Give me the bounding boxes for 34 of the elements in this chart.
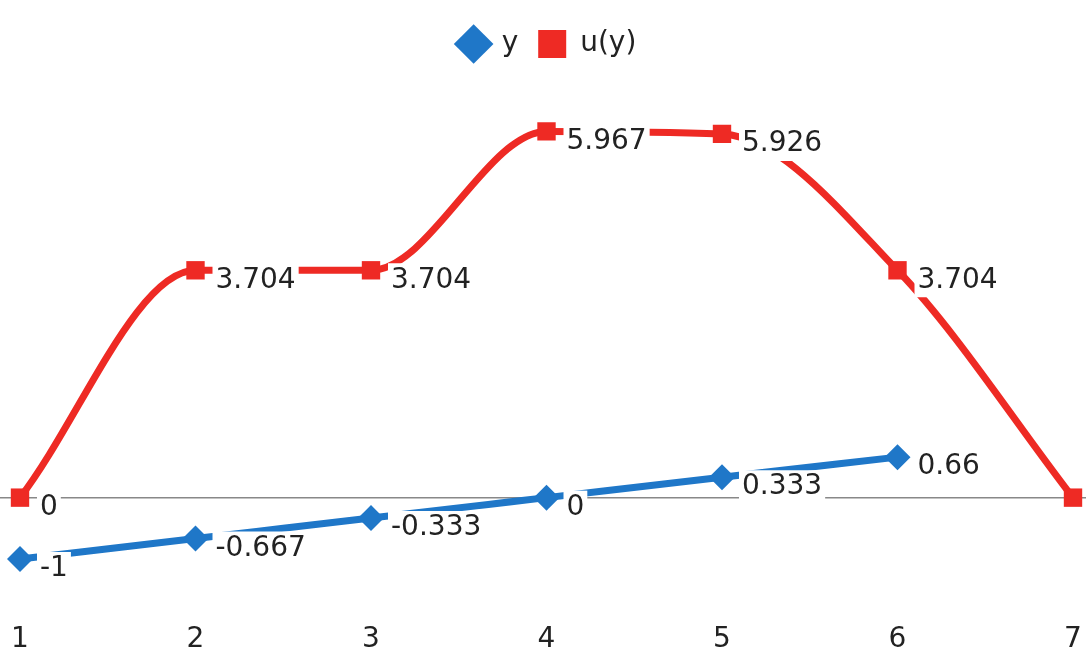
x-tick-label: 4 <box>537 621 556 655</box>
data-label: 5.967 <box>566 122 647 156</box>
point <box>537 122 556 141</box>
point <box>361 261 381 280</box>
data-label: 0.66 <box>917 448 980 482</box>
point <box>884 444 911 471</box>
point <box>7 546 33 573</box>
x-tick-label: 1 <box>11 621 29 655</box>
x-tick-label: 2 <box>186 621 205 655</box>
x-tick-label: 7 <box>1064 621 1082 655</box>
point <box>10 488 30 507</box>
x-tick-label: 3 <box>362 621 380 655</box>
x-tick-label: 5 <box>713 621 731 655</box>
data-label: 0 <box>566 488 585 522</box>
data-label: -0.667 <box>215 529 306 563</box>
point <box>186 261 205 280</box>
point <box>358 505 384 532</box>
data-label: 3.704 <box>215 261 296 295</box>
point <box>182 525 209 552</box>
data-label: 3.704 <box>917 261 998 295</box>
data-label: -0.333 <box>391 509 482 543</box>
data-label: -1 <box>40 550 68 584</box>
point <box>533 484 560 511</box>
data-label: 5.926 <box>742 125 823 159</box>
legend-label: y <box>501 25 519 59</box>
point <box>1063 488 1083 507</box>
data-label: 0 <box>40 488 58 522</box>
point <box>712 124 732 144</box>
data-label: 3.704 <box>391 261 472 295</box>
point <box>888 261 907 280</box>
legend-label: u(y) <box>580 25 637 59</box>
point <box>709 464 735 491</box>
data-label: 0.333 <box>742 468 823 502</box>
x-tick-label: 6 <box>888 621 907 655</box>
